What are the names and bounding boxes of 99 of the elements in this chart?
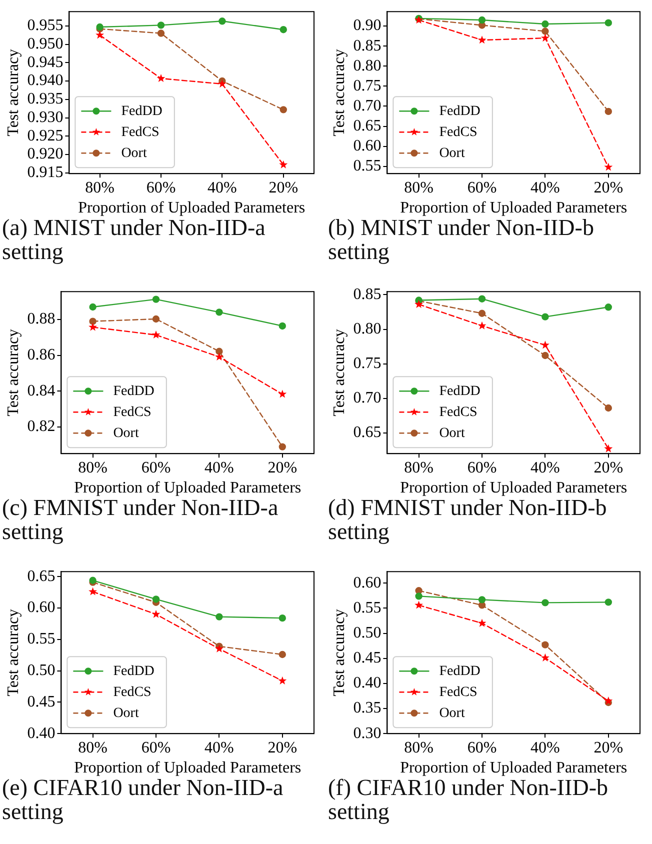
legend-label: FedCS xyxy=(121,124,160,140)
y-tick-label: 0.80 xyxy=(353,320,382,338)
text: (b) MNIST under Non-IID-b setting xyxy=(327,215,595,264)
y-tick-label: 0.955 xyxy=(27,17,64,34)
x-tick-label: 60% xyxy=(467,459,497,476)
y-axis-title: Test accuracy xyxy=(4,608,22,696)
x-tick-label: 40% xyxy=(530,179,560,196)
legend-label: FedDD xyxy=(121,104,162,119)
x-tick-label: 40% xyxy=(530,459,560,476)
y-tick-label: 0.940 xyxy=(27,72,64,90)
y-axis-title: Test accuracy xyxy=(330,608,348,696)
y-tick-label: 0.60 xyxy=(353,138,382,155)
y-tick-label: 0.80 xyxy=(353,57,382,74)
y-axis-title: Test accuracy xyxy=(4,328,22,416)
x-tick-label: 80% xyxy=(404,459,434,476)
legend-label: FedDD xyxy=(439,664,480,679)
y-tick-label: 0.70 xyxy=(353,97,382,114)
legend-label: FedDD xyxy=(439,384,480,399)
x-axis-title: Proportion of Uploaded Parameters xyxy=(400,480,628,497)
x-axis-title: Proportion of Uploaded Parameters xyxy=(74,760,302,777)
x-tick-label: 60% xyxy=(141,459,171,476)
y-tick-label: 0.70 xyxy=(353,390,382,407)
text: (c) FMNIST under Non-IID-a setting xyxy=(1,495,280,544)
x-tick-label: 60% xyxy=(141,739,171,756)
y-tick-label: 0.75 xyxy=(353,77,382,94)
y-tick-label: 0.950 xyxy=(27,35,64,52)
x-tick-label: 80% xyxy=(404,179,434,196)
y-tick-label: 0.920 xyxy=(27,146,64,163)
x-tick-label: 80% xyxy=(85,179,114,196)
legend-label: Oort xyxy=(439,706,465,721)
y-tick-label: 0.90 xyxy=(353,17,382,34)
y-tick-label: 0.935 xyxy=(27,90,64,108)
y-tick-label: 0.82 xyxy=(27,418,56,436)
legend-label: Oort xyxy=(439,426,465,441)
y-axis-title: Test accuracy xyxy=(4,48,22,136)
x-axis-title: Proportion of Uploaded Parameters xyxy=(78,200,306,217)
y-tick-label: 0.55 xyxy=(27,630,56,648)
x-tick-label: 40% xyxy=(204,739,234,756)
legend-label: FedCS xyxy=(439,404,478,420)
x-tick-label: 20% xyxy=(268,459,298,476)
y-axis-title: Test accuracy xyxy=(330,48,348,136)
x-tick-label: 60% xyxy=(467,739,497,756)
x-tick-label: 80% xyxy=(404,739,434,756)
legend-label: FedCS xyxy=(113,404,152,420)
y-tick-label: 0.50 xyxy=(353,624,382,642)
x-tick-label: 40% xyxy=(204,459,234,476)
y-tick-label: 0.84 xyxy=(27,382,56,400)
x-axis-title: Proportion of Uploaded Parameters xyxy=(74,480,302,497)
legend-label: FedCS xyxy=(439,124,478,140)
x-tick-label: 20% xyxy=(594,179,624,196)
y-tick-label: 0.915 xyxy=(27,164,64,182)
y-tick-label: 0.40 xyxy=(353,674,382,692)
y-tick-label: 0.85 xyxy=(353,286,382,303)
legend-label: FedCS xyxy=(439,684,478,700)
y-tick-label: 0.65 xyxy=(353,424,382,442)
legend-label: Oort xyxy=(113,426,139,441)
x-tick-label: 80% xyxy=(78,739,108,756)
y-tick-label: 0.945 xyxy=(27,54,64,71)
text: (e) CIFAR10 under Non-IID-a setting xyxy=(1,775,284,824)
y-tick-label: 0.86 xyxy=(27,346,56,364)
y-axis-title: Test accuracy xyxy=(330,328,348,416)
legend-label: FedDD xyxy=(439,104,480,119)
x-tick-label: 20% xyxy=(268,179,298,196)
x-tick-label: 80% xyxy=(78,459,108,476)
y-tick-label: 0.925 xyxy=(27,127,64,144)
y-tick-label: 0.50 xyxy=(27,662,56,680)
x-tick-label: 20% xyxy=(594,739,624,756)
legend-label: FedCS xyxy=(113,684,152,700)
x-tick-label: 20% xyxy=(594,459,624,476)
y-tick-label: 0.55 xyxy=(353,599,382,616)
y-tick-label: 0.65 xyxy=(27,568,56,585)
y-tick-label: 0.60 xyxy=(27,599,56,616)
text: (f) CIFAR10 under Non-IID-b setting xyxy=(327,775,609,824)
y-tick-label: 0.45 xyxy=(353,650,382,667)
x-axis-title: Proportion of Uploaded Parameters xyxy=(400,760,628,777)
x-tick-label: 40% xyxy=(208,179,237,196)
y-tick-label: 0.65 xyxy=(353,117,382,134)
legend-label: Oort xyxy=(439,146,465,161)
y-tick-label: 0.55 xyxy=(353,158,382,175)
y-tick-label: 0.30 xyxy=(353,724,382,742)
y-tick-label: 0.88 xyxy=(27,310,56,328)
legend-label: FedDD xyxy=(113,384,154,399)
y-tick-label: 0.60 xyxy=(353,574,382,592)
legend-label: Oort xyxy=(121,146,147,161)
y-tick-label: 0.45 xyxy=(27,693,56,710)
text: (d) FMNIST under Non-IID-b setting xyxy=(327,495,608,544)
x-tick-label: 60% xyxy=(467,179,497,196)
legend-label: FedDD xyxy=(113,664,154,679)
x-tick-label: 20% xyxy=(268,739,298,756)
x-axis-title: Proportion of Uploaded Parameters xyxy=(400,200,628,217)
text: (a) MNIST under Non-IID-a setting xyxy=(1,215,266,264)
y-tick-label: 0.35 xyxy=(353,700,382,717)
x-tick-label: 40% xyxy=(530,739,560,756)
y-tick-label: 0.40 xyxy=(27,724,56,742)
x-tick-label: 60% xyxy=(146,179,176,196)
legend-label: Oort xyxy=(113,706,139,721)
y-tick-label: 0.75 xyxy=(353,354,382,372)
y-tick-label: 0.85 xyxy=(353,37,382,54)
y-tick-label: 0.930 xyxy=(27,108,64,126)
